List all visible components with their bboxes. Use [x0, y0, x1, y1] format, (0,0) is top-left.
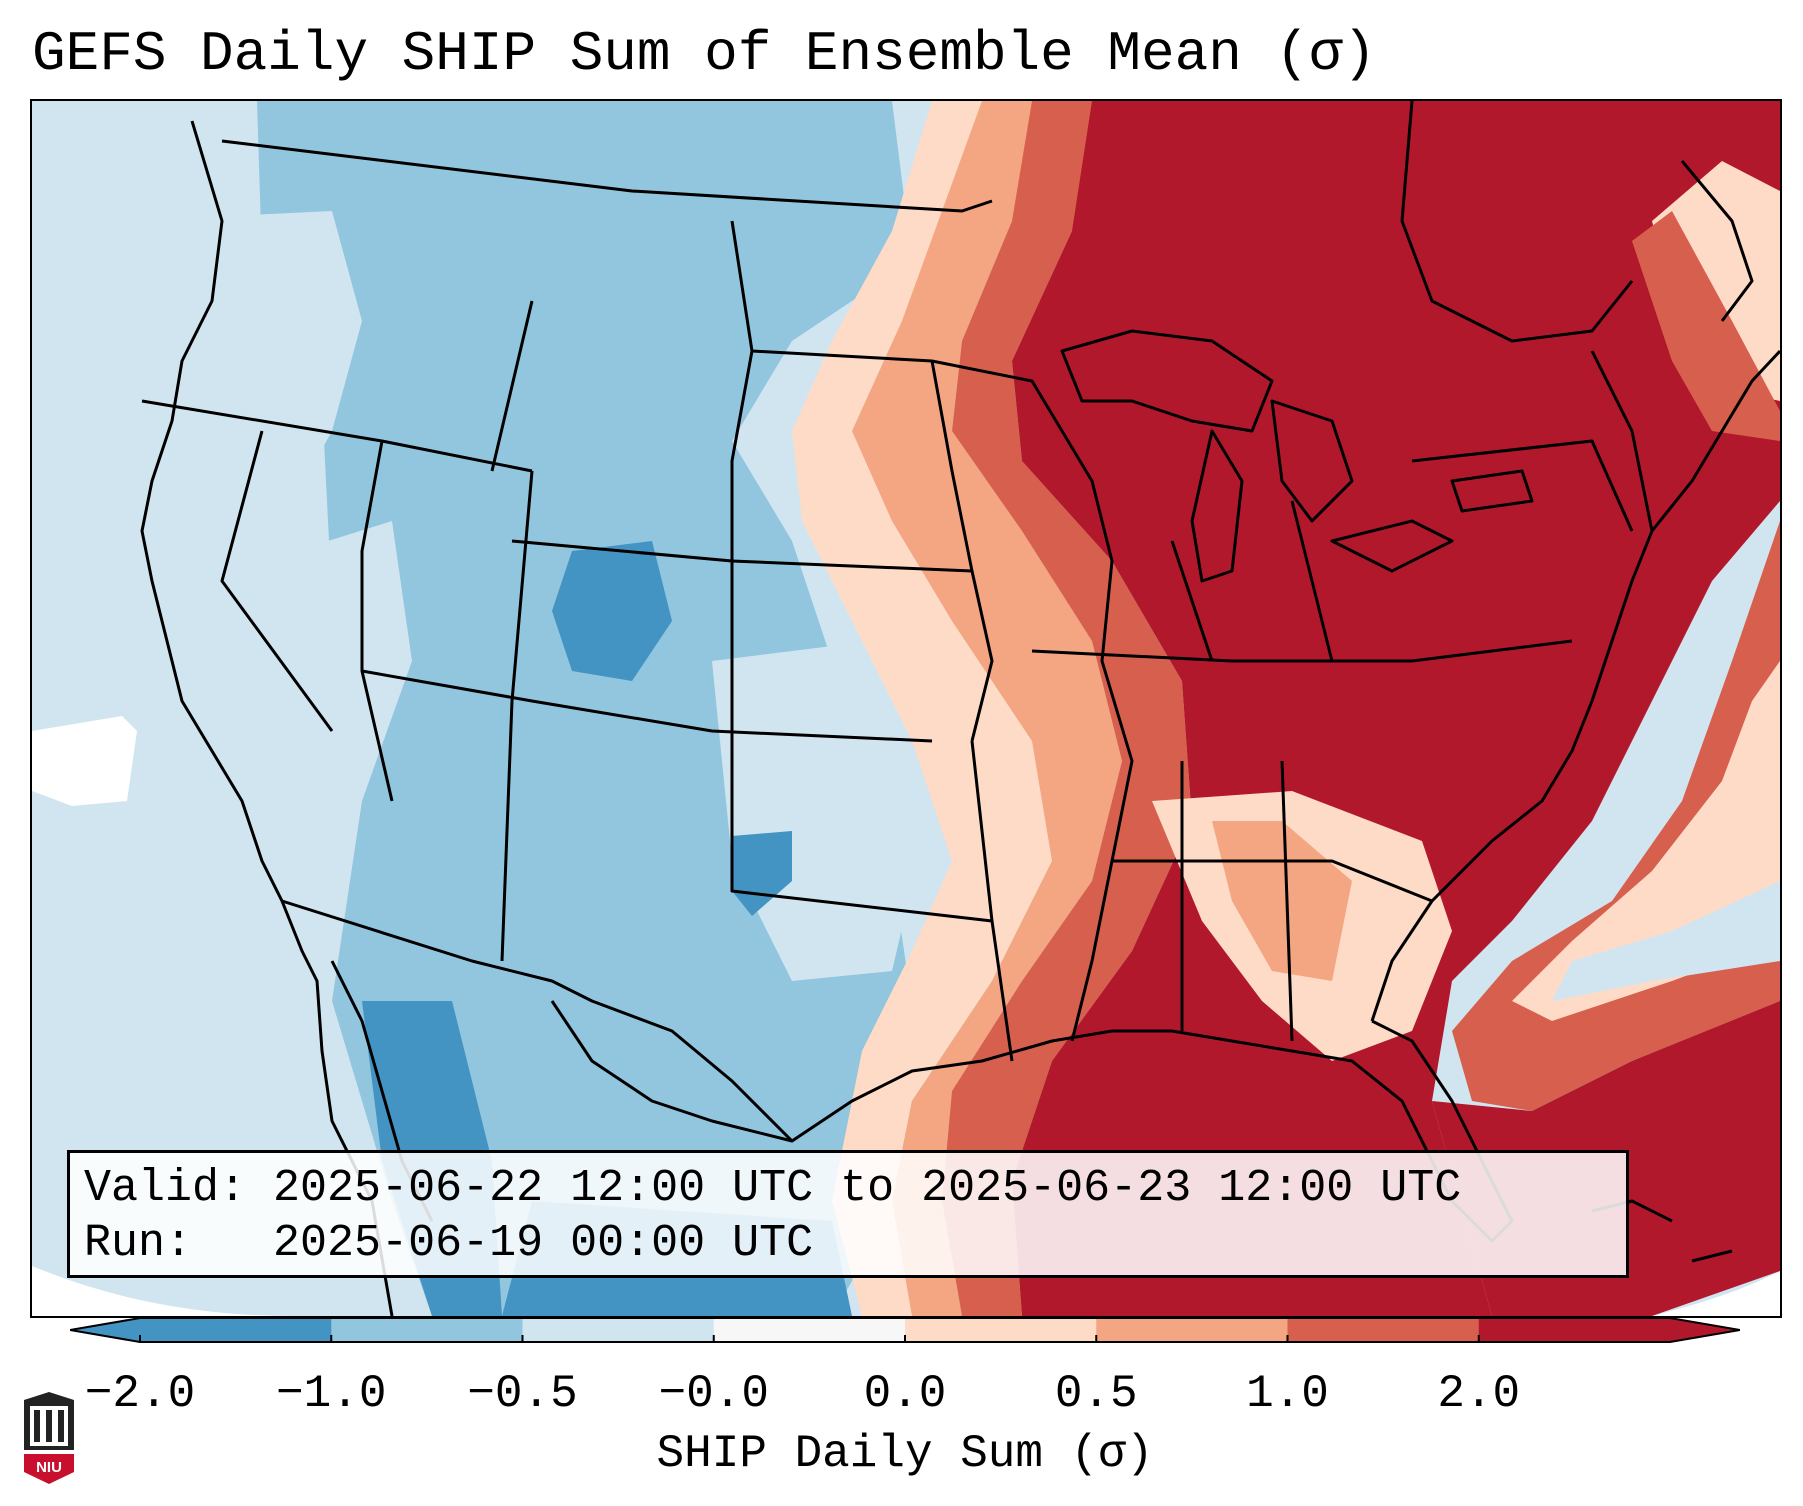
- state-line-al-ga: [1280, 760, 1294, 1042]
- valid-row: Valid: 2025-06-22 12:00 UTC to 2025-06-2…: [84, 1161, 1612, 1216]
- map-panel: [30, 99, 1782, 1318]
- state-line-ks: [731, 559, 994, 742]
- colorbar-extend-low: [70, 1318, 140, 1342]
- colorbar-segment: [713, 1318, 906, 1342]
- colorbar-segment: [522, 1318, 715, 1342]
- lake-huron-outline: [1270, 399, 1354, 523]
- domain-edge-sw: [32, 1266, 292, 1316]
- colorbar-segment: [1287, 1318, 1480, 1342]
- atlantic-weak-negative: [1552, 881, 1780, 1001]
- state-line-new-england: [1590, 350, 1654, 532]
- state-line-in-oh: [1170, 540, 1214, 662]
- colorbar-tick-label: 2.0: [1437, 1368, 1521, 1420]
- state-line-mt-dakota: [730, 220, 754, 561]
- maritimes-coastline: [1680, 160, 1754, 322]
- valid-label: Valid:: [84, 1163, 247, 1214]
- run-label: Run:: [84, 1218, 193, 1269]
- colorbar-tick-label: 0.5: [1054, 1368, 1138, 1420]
- colorbar-segment: [1096, 1318, 1288, 1342]
- colorbar-tick-label: 0.0: [863, 1368, 947, 1420]
- run-value: 2025-06-19 00:00 UTC: [273, 1218, 814, 1269]
- colorbar-tick-label: −2.0: [84, 1368, 196, 1420]
- map-canvas: [32, 101, 1780, 1316]
- state-line-tn-ga: [1112, 859, 1433, 903]
- pacific-nw-light-region: [122, 211, 362, 561]
- colorbar-segment: [140, 1318, 332, 1342]
- colorbar: [70, 1317, 1740, 1343]
- lake-michigan-outline: [1190, 429, 1244, 583]
- colorbar-extend-high: [1670, 1318, 1740, 1342]
- state-line-id-wy: [490, 300, 534, 472]
- northeast-weak-positive: [1652, 161, 1780, 401]
- state-line-nv-ut: [360, 440, 394, 802]
- colorbar-segment: [905, 1318, 1097, 1342]
- colorbar-segment: [1478, 1318, 1671, 1342]
- great-basin-light-region: [222, 521, 412, 821]
- state-line-tx-ok: [730, 721, 993, 923]
- boundary-lines: [140, 101, 1780, 1316]
- lake-superior-outline: [1060, 329, 1274, 433]
- pacific-coastline: [140, 120, 394, 1316]
- weak-positive-transition-band: [792, 101, 1052, 1316]
- state-line-oh-pa: [1290, 500, 1334, 662]
- state-line-pa-ny: [1411, 439, 1634, 532]
- university-seal-icon: NIU: [24, 1392, 74, 1484]
- positive-transition-band: [852, 101, 1122, 1316]
- state-line-southwest: [361, 669, 933, 743]
- texas-strong-negative: [732, 831, 792, 916]
- strong-positive-region: [1012, 101, 1780, 1316]
- page-title: GEFS Daily SHIP Sum of Ensemble Mean (σ): [32, 22, 1377, 86]
- logo-text: NIU: [36, 1459, 62, 1476]
- state-line-ohio-valley: [1031, 639, 1573, 663]
- northeast-moderate-positive: [1632, 211, 1780, 441]
- gulf-coastline: [550, 1000, 1454, 1202]
- colorbar-tick-label: −1.0: [276, 1368, 387, 1420]
- lake-ontario-outline: [1450, 469, 1534, 513]
- colorbar-segment: [331, 1318, 523, 1342]
- state-line-dakotas: [751, 349, 974, 572]
- state-line-ca-nv: [220, 430, 334, 732]
- colorbar-label: SHIP Daily Sum (σ): [656, 1428, 1154, 1480]
- validity-info-box: Valid: 2025-06-22 12:00 UTC to 2025-06-2…: [67, 1150, 1629, 1278]
- state-line-mississippi-river: [931, 359, 1134, 1042]
- state-line-az-nm: [500, 470, 534, 962]
- colorado-strong-negative: [552, 541, 672, 681]
- colorbar-tick-label: 1.0: [1246, 1368, 1329, 1420]
- domain-edge-se: [1652, 1271, 1780, 1316]
- us-canada-border-west: [221, 139, 993, 213]
- caribbean-island-coast-2: [1691, 1249, 1733, 1263]
- canada-boundary-east: [1400, 101, 1634, 343]
- offshore-neutral-patch: [32, 716, 137, 806]
- atlantic-coastline: [1370, 349, 1780, 1022]
- lake-erie-outline: [1330, 519, 1454, 573]
- valid-value: 2025-06-22 12:00 UTC to 2025-06-23 12:00…: [273, 1163, 1462, 1214]
- run-row: Run: 2025-06-19 00:00 UTC: [84, 1216, 1612, 1271]
- us-mexico-border: [281, 899, 794, 1143]
- colorbar-tick-label: −0.0: [658, 1368, 769, 1420]
- colorbar-tick-label: −0.5: [467, 1368, 578, 1420]
